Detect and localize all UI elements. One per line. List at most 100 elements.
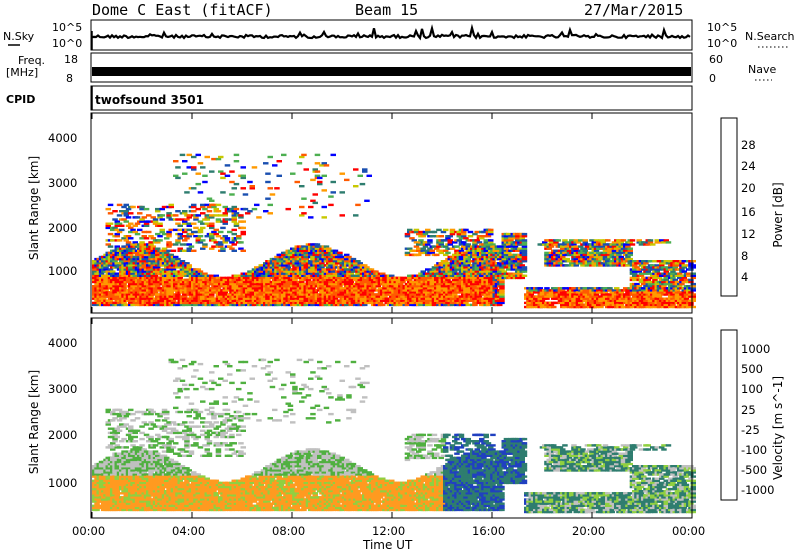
- heatmap-cell: [314, 247, 321, 250]
- heatmap-cell: [128, 251, 134, 255]
- heatmap-cell: [319, 285, 325, 288]
- power-ytick-4000: 4000: [48, 131, 78, 145]
- heatmap-cell: [204, 203, 210, 207]
- xtick-4: 16:00: [472, 524, 506, 538]
- heatmap-cell: [265, 278, 271, 282]
- heatmap-cell: [501, 270, 507, 273]
- heatmap-cell: [463, 237, 469, 240]
- power-cb-tick-24: 24: [741, 159, 756, 173]
- heatmap-cell: [209, 222, 215, 225]
- heatmap-cell: [299, 155, 305, 159]
- heatmap-cell: [134, 268, 141, 271]
- heatmap-cell: [218, 245, 224, 248]
- heatmap-cell: [141, 235, 147, 238]
- heatmap-cell: [164, 282, 170, 286]
- heatmap-cell: [299, 280, 305, 284]
- heatmap-cell: [132, 293, 138, 296]
- heatmap-cell: [209, 170, 215, 173]
- heatmap-cell: [578, 245, 584, 248]
- heatmap-cell: [287, 280, 294, 284]
- heatmap-cell: [166, 235, 172, 238]
- heatmap-cell: [110, 239, 116, 242]
- heatmap-cell: [125, 243, 132, 246]
- heatmap-cell: [445, 237, 451, 240]
- heatmap-cell: [186, 303, 192, 307]
- heatmap-cell: [164, 251, 170, 255]
- heatmap-cell: [546, 247, 552, 250]
- heatmap-cell: [213, 228, 219, 232]
- heatmap-cell: [490, 243, 496, 246]
- heatmap-cell: [128, 226, 134, 230]
- heatmap-cell: [155, 270, 161, 273]
- heatmap-cell: [137, 212, 143, 215]
- heatmap-cell: [404, 235, 411, 238]
- heatmap-cell: [267, 274, 273, 277]
- heatmap-cell: [220, 226, 226, 230]
- heatmap-cell: [123, 251, 129, 255]
- heatmap-cell: [139, 237, 145, 240]
- heatmap-cell: [281, 264, 287, 267]
- heatmap-cell: [281, 153, 287, 157]
- heatmap-cell: [159, 260, 165, 263]
- heatmap-cell: [148, 303, 154, 307]
- heatmap-cell: [521, 274, 528, 277]
- heatmap-cell: [222, 241, 228, 244]
- heatmap-cell: [260, 297, 267, 300]
- heatmap-cell: [224, 218, 231, 221]
- heatmap-cell: [220, 191, 226, 194]
- heatmap-cell: [521, 239, 528, 242]
- heatmap-cell: [256, 216, 262, 219]
- heatmap-cell: [150, 255, 156, 259]
- heatmap-cell: [121, 253, 127, 257]
- heatmap-cell: [296, 162, 303, 165]
- heatmap-cell: [420, 247, 426, 250]
- heatmap-cell: [143, 224, 150, 227]
- heatmap-cell: [488, 228, 494, 232]
- velocity-ytick-2000: 2000: [48, 428, 78, 442]
- heatmap-cell: [105, 243, 111, 246]
- heatmap-cell: [278, 301, 285, 305]
- velocity-cb-tick-25: 25: [741, 403, 756, 417]
- heatmap-cell: [310, 199, 316, 202]
- heatmap-cell: [159, 255, 165, 259]
- heatmap-cell: [521, 243, 528, 246]
- heatmap-cell: [240, 282, 246, 286]
- heatmap-cell: [233, 160, 240, 163]
- heatmap-cell: [110, 295, 116, 298]
- cpid-panel-frame: [90, 85, 693, 111]
- heatmap-cell: [188, 232, 195, 236]
- heatmap-cell: [431, 230, 438, 234]
- heatmap-cell: [166, 232, 172, 236]
- heatmap-cell: [161, 272, 168, 275]
- heatmap-cell: [560, 255, 566, 259]
- heatmap-cell: [521, 257, 528, 261]
- heatmap-cell: [308, 297, 314, 300]
- heatmap-cell: [499, 293, 505, 296]
- heatmap-cell: [308, 216, 314, 219]
- heatmap-cell: [213, 241, 219, 244]
- heatmap-cell: [218, 155, 224, 159]
- heatmap-cell: [308, 262, 314, 265]
- heatmap-cell: [168, 203, 174, 207]
- heatmap-cell: [231, 232, 237, 236]
- heatmap-cell: [573, 247, 579, 250]
- heatmap-cell: [222, 235, 228, 238]
- heatmap-cell: [308, 205, 314, 209]
- heatmap-cell: [247, 278, 253, 282]
- heatmap-cell: [227, 301, 233, 305]
- heatmap-cell: [240, 174, 246, 177]
- heatmap-cell: [191, 230, 197, 234]
- heatmap-cell: [438, 235, 444, 238]
- heatmap-cell: [499, 285, 505, 288]
- heatmap-cell: [107, 245, 114, 248]
- heatmap-cell: [125, 207, 132, 211]
- heatmap-cell: [220, 276, 226, 280]
- heatmap-cell: [224, 303, 231, 307]
- heatmap-cell: [299, 185, 305, 188]
- heatmap-cell: [465, 257, 471, 261]
- heatmap-cell: [238, 214, 244, 217]
- heatmap-cell: [132, 241, 138, 244]
- heatmap-cell: [197, 230, 204, 234]
- heatmap-cell: [215, 157, 222, 161]
- heatmap-cell: [296, 251, 303, 255]
